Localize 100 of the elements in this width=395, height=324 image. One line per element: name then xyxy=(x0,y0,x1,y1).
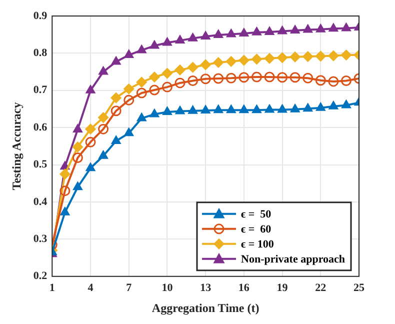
point xyxy=(110,92,122,104)
point xyxy=(342,100,351,108)
point xyxy=(239,104,249,114)
point xyxy=(239,28,249,36)
point xyxy=(316,24,326,32)
point xyxy=(315,75,326,86)
point xyxy=(264,104,274,113)
point xyxy=(315,50,326,62)
point xyxy=(136,88,147,98)
point xyxy=(328,76,339,87)
point xyxy=(252,27,262,36)
y-tick-label: 0.5 xyxy=(33,158,48,171)
point xyxy=(302,72,314,84)
point xyxy=(73,124,82,132)
point xyxy=(264,72,275,82)
point xyxy=(214,30,224,38)
point xyxy=(251,54,262,64)
point xyxy=(162,68,172,79)
point xyxy=(303,103,313,112)
point xyxy=(98,112,109,123)
point xyxy=(98,66,108,75)
point xyxy=(340,75,352,86)
point xyxy=(73,182,82,190)
x-tick-label: 10 xyxy=(162,282,174,294)
x-tick-label: 1 xyxy=(49,282,55,294)
point xyxy=(214,104,224,114)
x-tick-label: 16 xyxy=(238,282,250,294)
y-axis-title: Testing Accuracy xyxy=(9,102,24,190)
x-tick-label: 13 xyxy=(200,282,212,294)
point xyxy=(85,136,96,148)
x-tick-label: 7 xyxy=(126,282,132,294)
point xyxy=(277,52,288,63)
point xyxy=(162,106,172,115)
point xyxy=(60,186,70,196)
point xyxy=(162,82,172,92)
x-tick-label: 22 xyxy=(315,282,327,294)
point xyxy=(252,104,262,114)
point xyxy=(200,31,210,40)
point xyxy=(328,50,339,62)
point xyxy=(290,72,300,83)
y-tick-label: 0.7 xyxy=(33,84,48,96)
point xyxy=(238,72,250,83)
point xyxy=(188,33,198,42)
point xyxy=(98,124,109,134)
point xyxy=(149,72,160,82)
point xyxy=(302,51,314,62)
point xyxy=(303,24,313,33)
point xyxy=(110,106,122,116)
point xyxy=(162,38,172,46)
y-tick-label: 0.4 xyxy=(33,196,48,208)
point xyxy=(290,52,300,62)
x-tick-label: 4 xyxy=(88,282,94,294)
point xyxy=(124,50,134,58)
point xyxy=(175,106,185,114)
point xyxy=(150,40,160,49)
point xyxy=(226,104,236,114)
legend-label: ϵ = 100 xyxy=(241,238,274,251)
point xyxy=(213,57,224,68)
point xyxy=(188,75,198,86)
point xyxy=(290,104,300,112)
point xyxy=(72,142,83,152)
point xyxy=(150,108,160,118)
point xyxy=(60,207,70,216)
point xyxy=(149,84,160,96)
point xyxy=(124,94,134,106)
point xyxy=(174,64,186,76)
point xyxy=(137,44,146,54)
point xyxy=(328,101,338,110)
point xyxy=(226,72,236,84)
point xyxy=(124,84,134,94)
legend-label: ϵ = 60 xyxy=(241,224,272,236)
point xyxy=(278,26,287,34)
point xyxy=(277,72,288,83)
point xyxy=(175,35,185,44)
point xyxy=(136,76,147,88)
y-tick-label: 0.3 xyxy=(33,233,48,246)
point xyxy=(226,56,236,67)
point xyxy=(86,162,96,172)
point xyxy=(328,23,338,32)
point xyxy=(226,28,236,38)
point xyxy=(72,152,83,163)
x-tick-label: 19 xyxy=(276,282,288,294)
legend-label: Non-private approach xyxy=(241,254,346,266)
point xyxy=(174,78,186,88)
point xyxy=(188,106,198,114)
point xyxy=(316,102,326,111)
point xyxy=(85,124,96,134)
x-axis-title: Aggregation Time (t) xyxy=(152,300,260,315)
point xyxy=(342,23,351,32)
point xyxy=(264,53,275,64)
point xyxy=(290,25,300,34)
point xyxy=(98,150,108,159)
point xyxy=(251,72,262,82)
point xyxy=(124,128,134,136)
point xyxy=(238,55,250,66)
point xyxy=(137,113,146,122)
y-tick-label: 0.8 xyxy=(33,47,48,60)
point xyxy=(60,168,70,180)
point xyxy=(86,85,96,94)
point xyxy=(264,26,274,35)
